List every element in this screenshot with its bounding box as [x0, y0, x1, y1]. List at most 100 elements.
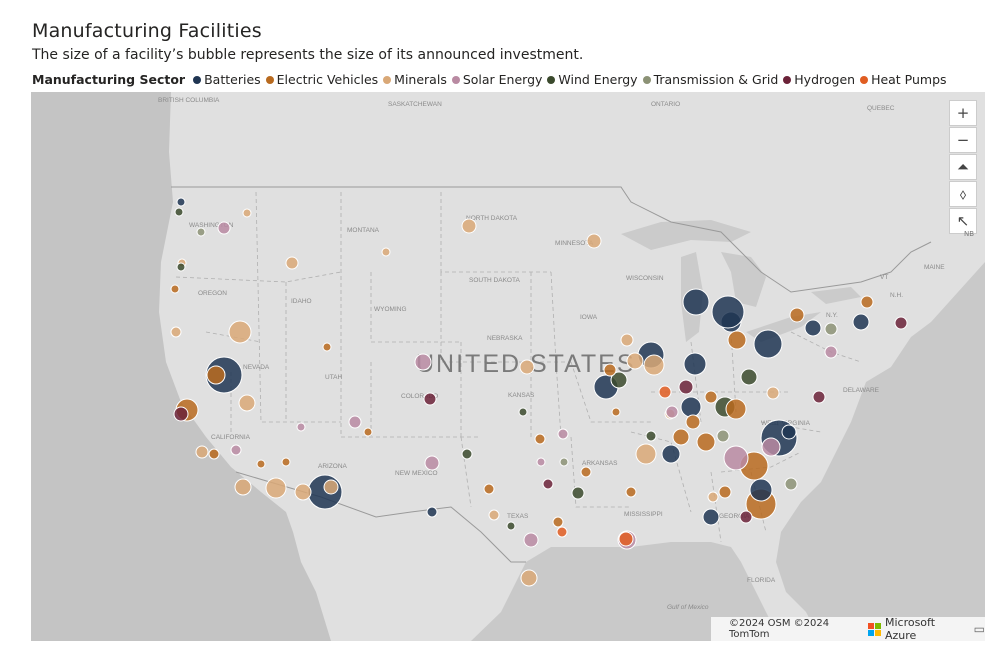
facility-bubble[interactable] — [323, 479, 339, 495]
microsoft-azure-badge[interactable]: Microsoft Azure — [867, 616, 954, 641]
facility-bubble[interactable] — [173, 406, 189, 422]
facility-bubble[interactable] — [461, 448, 473, 460]
legend-item-hydrogen[interactable]: Hydrogen — [783, 72, 855, 87]
facility-bubble[interactable] — [781, 424, 797, 440]
facility-bubble[interactable] — [723, 445, 749, 471]
facility-bubble[interactable] — [228, 320, 252, 344]
feedback-icon[interactable]: ▭ — [973, 622, 985, 636]
facility-bubble[interactable] — [170, 326, 182, 338]
legend-item-transmission-grid[interactable]: Transmission & Grid — [642, 72, 778, 87]
facility-bubble[interactable] — [534, 433, 546, 445]
facility-bubble[interactable] — [174, 207, 184, 217]
facility-bubble[interactable] — [824, 322, 838, 336]
facility-bubbles[interactable] — [170, 197, 908, 587]
facility-bubble[interactable] — [727, 330, 747, 350]
facility-bubble[interactable] — [661, 444, 681, 464]
facility-bubble[interactable] — [518, 407, 528, 417]
facility-bubble[interactable] — [520, 569, 538, 587]
facility-bubble[interactable] — [894, 316, 908, 330]
facility-bubble[interactable] — [711, 295, 745, 329]
facility-bubble[interactable] — [704, 390, 718, 404]
facility-bubble[interactable] — [206, 365, 226, 385]
facility-bubble[interactable] — [645, 430, 657, 442]
facility-bubble[interactable] — [658, 385, 672, 399]
facility-bubble[interactable] — [281, 457, 291, 467]
facility-bubble[interactable] — [618, 531, 634, 547]
pitch-button[interactable]: ⏶ — [949, 154, 977, 180]
map-svg[interactable]: BRITISH COLUMBIA SASKATCHEWAN ONTARIO QU… — [31, 92, 985, 641]
legend-item-minerals[interactable]: Minerals — [383, 72, 447, 87]
facility-bubble[interactable] — [626, 352, 644, 370]
facility-bubble[interactable] — [176, 197, 186, 207]
facility-bubble[interactable] — [307, 474, 343, 510]
facility-bubble[interactable] — [580, 466, 592, 478]
facility-bubble[interactable] — [426, 506, 438, 518]
facility-bubble[interactable] — [683, 352, 707, 376]
facility-bubble[interactable] — [696, 432, 716, 452]
facility-bubble[interactable] — [852, 313, 870, 331]
facility-bubble[interactable] — [707, 491, 719, 503]
facility-bubble[interactable] — [296, 422, 306, 432]
facility-bubble[interactable] — [680, 396, 702, 418]
legend-item-heat-pumps[interactable]: Heat Pumps — [860, 72, 947, 87]
facility-bubble[interactable] — [860, 295, 874, 309]
facility-bubble[interactable] — [559, 457, 569, 467]
facility-bubble[interactable] — [586, 233, 602, 249]
facility-bubble[interactable] — [824, 345, 838, 359]
facility-bubble[interactable] — [557, 428, 569, 440]
facility-bubble[interactable] — [423, 392, 437, 406]
facility-bubble[interactable] — [761, 437, 781, 457]
facility-bubble[interactable] — [685, 414, 701, 430]
facility-bubble[interactable] — [381, 247, 391, 257]
facility-bubble[interactable] — [488, 509, 500, 521]
legend-item-solar-energy[interactable]: Solar Energy — [451, 72, 542, 87]
facility-bubble[interactable] — [242, 208, 252, 218]
compass-button[interactable]: ⬨ — [949, 181, 977, 207]
facility-bubble[interactable] — [716, 429, 730, 443]
facility-bubble[interactable] — [208, 448, 220, 460]
facility-bubble[interactable] — [363, 427, 373, 437]
facility-bubble[interactable] — [635, 443, 657, 465]
facility-bubble[interactable] — [238, 394, 256, 412]
facility-bubble[interactable] — [812, 390, 826, 404]
facility-bubble[interactable] — [234, 478, 252, 496]
facility-bubble[interactable] — [176, 262, 186, 272]
facility-bubble[interactable] — [506, 521, 516, 531]
facility-bubble[interactable] — [542, 478, 554, 490]
facility-bubble[interactable] — [611, 407, 621, 417]
facility-bubble[interactable] — [625, 486, 637, 498]
zoom-out-button[interactable]: − — [949, 127, 977, 153]
facility-bubble[interactable] — [749, 478, 773, 502]
facility-bubble[interactable] — [195, 445, 209, 459]
map-canvas[interactable]: BRITISH COLUMBIA SASKATCHEWAN ONTARIO QU… — [31, 92, 985, 641]
facility-bubble[interactable] — [230, 444, 242, 456]
select-arrow-button[interactable]: ↖ — [949, 208, 977, 234]
facility-bubble[interactable] — [170, 284, 180, 294]
facility-bubble[interactable] — [523, 532, 539, 548]
facility-bubble[interactable] — [322, 342, 332, 352]
facility-bubble[interactable] — [702, 508, 720, 526]
facility-bubble[interactable] — [265, 477, 287, 499]
facility-bubble[interactable] — [620, 333, 634, 347]
facility-bubble[interactable] — [610, 371, 628, 389]
facility-bubble[interactable] — [196, 227, 206, 237]
facility-bubble[interactable] — [552, 516, 564, 528]
facility-bubble[interactable] — [603, 363, 617, 377]
facility-bubble[interactable] — [461, 218, 477, 234]
legend-item-batteries[interactable]: Batteries — [193, 72, 261, 87]
facility-bubble[interactable] — [739, 510, 753, 524]
facility-bubble[interactable] — [665, 405, 679, 419]
zoom-in-button[interactable]: + — [949, 100, 977, 126]
facility-bubble[interactable] — [348, 415, 362, 429]
facility-bubble[interactable] — [294, 483, 312, 501]
facility-bubble[interactable] — [766, 386, 780, 400]
facility-bubble[interactable] — [256, 459, 266, 469]
facility-bubble[interactable] — [718, 485, 732, 499]
legend-item-wind-energy[interactable]: Wind Energy — [547, 72, 638, 87]
facility-bubble[interactable] — [571, 486, 585, 500]
facility-bubble[interactable] — [556, 526, 568, 538]
facility-bubble[interactable] — [285, 256, 299, 270]
facility-bubble[interactable] — [753, 329, 783, 359]
facility-bubble[interactable] — [672, 428, 690, 446]
facility-bubble[interactable] — [678, 379, 694, 395]
